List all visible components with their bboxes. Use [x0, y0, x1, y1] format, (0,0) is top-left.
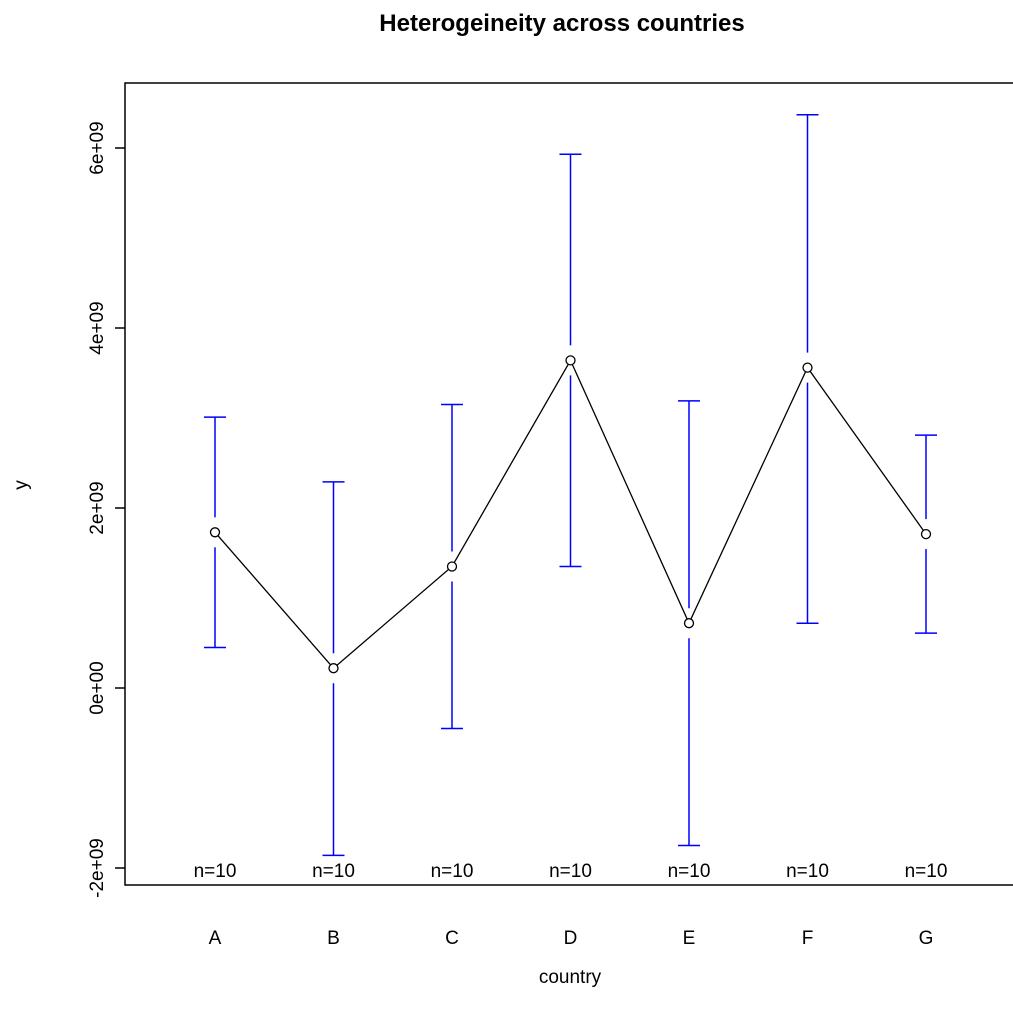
x-tick-label: B — [327, 928, 340, 949]
x-axis-label: country — [539, 967, 602, 988]
n-label: n=10 — [786, 861, 829, 882]
n-label: n=10 — [194, 861, 237, 882]
error-bar — [559, 153, 582, 568]
data-point — [446, 561, 458, 572]
n-label: n=10 — [905, 861, 948, 882]
error-bar — [204, 416, 226, 649]
error-bars — [204, 113, 937, 857]
x-tick-label: F — [802, 928, 814, 949]
error-bar — [441, 403, 463, 730]
n-label: n=10 — [312, 861, 355, 882]
x-tick-label: G — [919, 928, 934, 949]
x-tick-label: D — [564, 928, 578, 949]
y-tick-label: 2e+09 — [87, 481, 108, 534]
chart-title: Heterogeineity across countries — [379, 10, 744, 37]
n-labels: n=10 n=10 n=10 n=10 n=10 n=10 n=10 — [194, 861, 948, 882]
data-point — [328, 663, 339, 674]
y-tick-label: 6e+09 — [87, 121, 108, 174]
x-axis: A B C D E F G — [209, 928, 934, 949]
y-tick-label: -2e+09 — [87, 838, 108, 898]
data-points — [209, 355, 932, 674]
x-tick-label: E — [683, 928, 696, 949]
data-point — [920, 528, 932, 540]
data-point — [209, 527, 221, 538]
data-point — [565, 355, 576, 366]
plot-frame — [124, 82, 1013, 886]
n-label: n=10 — [431, 861, 474, 882]
data-point — [802, 362, 813, 373]
y-axis-label: y — [11, 480, 32, 490]
data-point — [683, 618, 695, 629]
y-axis: -2e+09 0e+00 2e+09 4e+09 6e+09 — [87, 121, 125, 898]
x-tick-label: C — [445, 928, 459, 949]
n-label: n=10 — [549, 861, 592, 882]
y-tick-label: 0e+00 — [87, 661, 108, 714]
n-label: n=10 — [668, 861, 711, 882]
error-bar — [322, 481, 345, 857]
error-bar — [796, 113, 819, 624]
error-bar — [915, 434, 937, 634]
y-tick-label: 4e+09 — [87, 301, 108, 354]
x-tick-label: A — [209, 928, 222, 949]
error-bar — [678, 400, 700, 847]
